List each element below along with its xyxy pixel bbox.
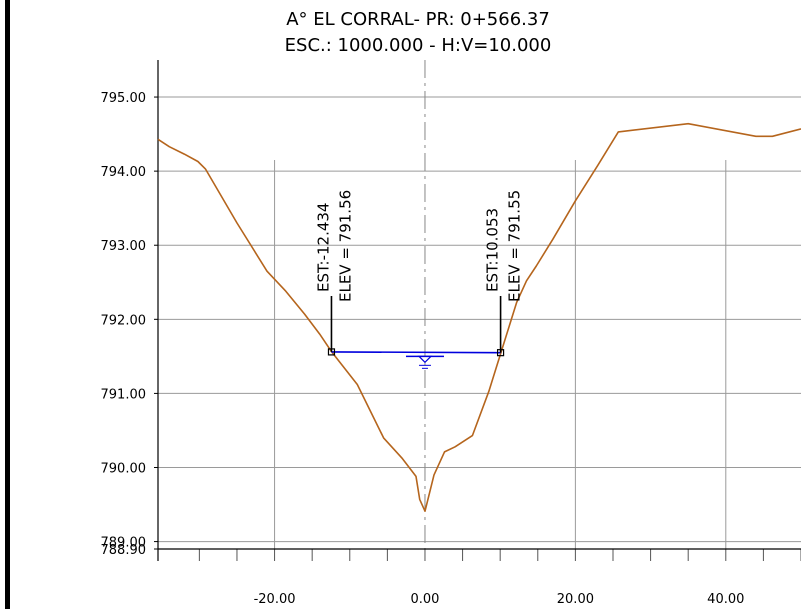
y-tick-label: 790.00 bbox=[101, 462, 147, 477]
x-tick-label: -20.00 bbox=[254, 592, 296, 607]
y-tick-label: 792.00 bbox=[101, 313, 147, 328]
chart-subtitle: ESC.: 1000.000 - H:V=10.000 bbox=[285, 35, 552, 56]
y-axis-tick-labels: 795.00 794.00 793.00 792.00 791.00 790.00 789.… bbox=[101, 91, 147, 558]
page-left-border bbox=[5, 0, 10, 609]
annotation-elevation-label: ELEV = 791.56 bbox=[336, 190, 354, 302]
water-line bbox=[331, 351, 501, 354]
series-lines bbox=[157, 122, 801, 513]
x-tick-label: 20.00 bbox=[557, 592, 594, 607]
water-level-icon bbox=[417, 355, 433, 364]
y-tick-label: 788.90 bbox=[101, 543, 147, 558]
x-tick-label: 40.00 bbox=[707, 592, 744, 607]
annotation-station-label: EST:-12.434 bbox=[314, 203, 332, 292]
annotation-elevation-label: ELEV = 791.55 bbox=[506, 190, 524, 302]
annotation-marker bbox=[496, 349, 505, 357]
y-tick-label: 795.00 bbox=[101, 91, 147, 106]
terrain-line bbox=[157, 122, 801, 513]
annotations: EST:-12.434 ELEV = 791.56 EST:10.053 ELEV =… bbox=[314, 190, 524, 369]
annotation-marker bbox=[327, 348, 336, 356]
x-tick-label: 0.00 bbox=[411, 592, 440, 607]
grid-lines bbox=[158, 96, 801, 549]
y-tick-label: 793.00 bbox=[101, 239, 147, 254]
x-axis-tick-labels: -20.00 0.00 20.00 40.00 bbox=[254, 592, 745, 607]
y-tick-label: 794.00 bbox=[101, 165, 147, 180]
y-tick-label: 791.00 bbox=[101, 387, 147, 402]
plot-axes bbox=[154, 60, 801, 561]
annotation-station-label: EST:10.053 bbox=[484, 208, 502, 292]
y-tick-label: 789.00 bbox=[101, 536, 147, 551]
chart-title: A° EL CORRAL- PR: 0+566.37 bbox=[286, 9, 550, 30]
